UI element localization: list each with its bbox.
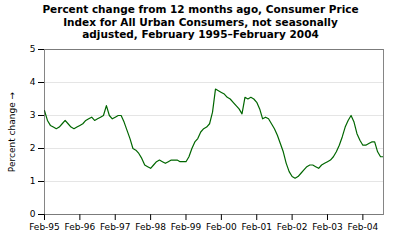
svg-text:0: 0 xyxy=(30,209,36,219)
svg-text:Feb-02: Feb-02 xyxy=(277,222,308,232)
svg-text:4: 4 xyxy=(30,77,36,87)
svg-text:Feb-00: Feb-00 xyxy=(206,222,237,232)
svg-text:Feb-96: Feb-96 xyxy=(65,222,96,232)
svg-text:Percent change →: Percent change → xyxy=(7,91,17,172)
svg-text:2: 2 xyxy=(30,143,36,153)
svg-text:3: 3 xyxy=(30,110,36,120)
html-text:Percent change from 12 months: Percent change from 12 months ago, Consu… xyxy=(42,3,359,41)
svg-text:Feb-04: Feb-04 xyxy=(348,222,379,232)
svg-text:Feb-01: Feb-01 xyxy=(241,222,272,232)
svg-text:Feb-95: Feb-95 xyxy=(29,222,60,232)
svg-text:Feb-99: Feb-99 xyxy=(171,222,202,232)
svg-text:Feb-03: Feb-03 xyxy=(312,222,343,232)
svg-text:Feb-97: Feb-97 xyxy=(100,222,131,232)
svg-text:1: 1 xyxy=(30,176,36,186)
svg-text:Feb-98: Feb-98 xyxy=(135,222,166,232)
svg-text:5: 5 xyxy=(30,44,36,54)
